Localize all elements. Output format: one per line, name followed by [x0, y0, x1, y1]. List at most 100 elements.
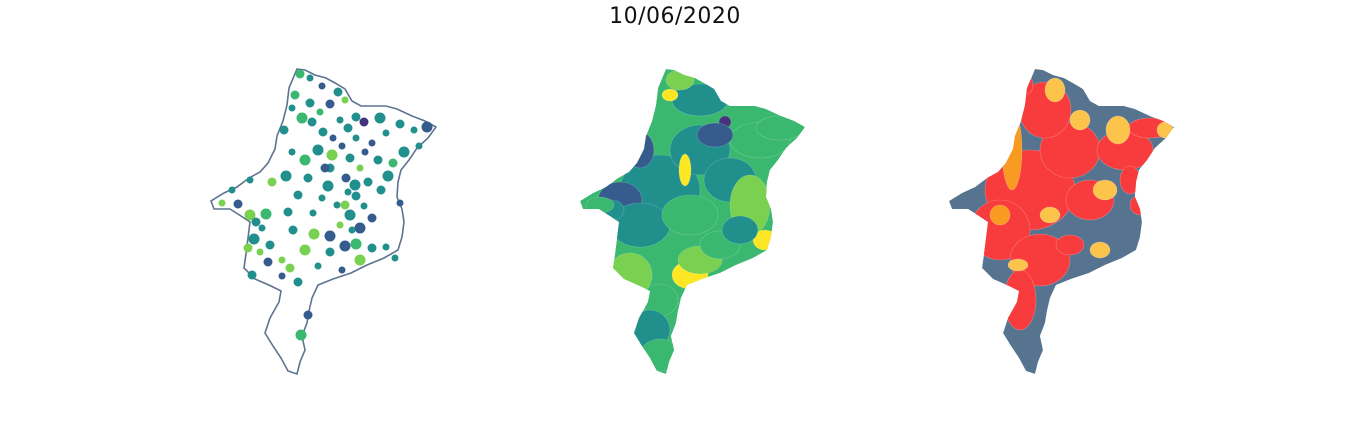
map-point — [344, 188, 352, 196]
map-point — [410, 126, 418, 134]
choropleth-region — [678, 153, 692, 187]
map-point — [293, 277, 303, 287]
map-point — [299, 244, 311, 256]
map-point — [283, 207, 293, 217]
map-point — [376, 185, 386, 195]
risk-region — [1039, 206, 1061, 224]
map-point — [248, 233, 260, 245]
map-point — [348, 226, 356, 234]
map-point — [251, 217, 261, 227]
map-point — [326, 149, 338, 161]
map-point — [340, 200, 350, 210]
choropleth-region — [721, 215, 759, 245]
choropleth-region — [625, 131, 655, 169]
map-point — [320, 163, 330, 173]
points-layer — [218, 69, 433, 341]
risk-region — [1129, 194, 1151, 216]
map-point — [324, 230, 336, 242]
choropleth-regions — [585, 69, 805, 372]
map-point — [316, 108, 324, 116]
map-point — [344, 209, 356, 221]
map-point — [288, 148, 296, 156]
figure-title: 10/06/2020 — [609, 4, 741, 29]
map-point — [247, 270, 257, 280]
map-point — [265, 240, 275, 250]
map-point — [325, 99, 335, 109]
map-point — [256, 248, 264, 256]
map-point — [333, 201, 341, 209]
map-point — [318, 82, 326, 90]
map-point — [246, 176, 254, 184]
choropleth-region — [639, 338, 681, 372]
map-point — [367, 243, 377, 253]
risk-region — [1044, 77, 1066, 103]
map-point — [341, 96, 349, 104]
map-point — [345, 153, 355, 163]
map-point — [299, 154, 311, 166]
choropleth-region — [607, 252, 653, 298]
map-point — [233, 199, 243, 209]
map-point — [396, 199, 404, 207]
map-point — [307, 117, 317, 127]
map-point — [373, 155, 383, 165]
map-point — [350, 238, 362, 250]
map-point — [290, 90, 300, 100]
map-point — [303, 310, 313, 320]
risk-region — [1089, 241, 1111, 259]
map-point — [278, 272, 286, 280]
map-point — [382, 129, 390, 137]
choropleth-region — [696, 122, 734, 148]
map-point — [333, 87, 343, 97]
choropleth-region — [661, 194, 719, 236]
map-point — [318, 127, 328, 137]
map-point — [363, 177, 373, 187]
map-point — [388, 158, 398, 168]
map-point — [343, 123, 353, 133]
map-point — [293, 190, 303, 200]
risk-region — [1001, 109, 1023, 191]
map-point — [218, 199, 226, 207]
map-point — [243, 243, 253, 253]
risk-region — [994, 100, 1012, 130]
map-point — [314, 262, 322, 270]
choropleth-region — [755, 115, 805, 141]
map-point — [351, 191, 361, 201]
map-point — [329, 134, 337, 142]
risk-region — [989, 204, 1011, 226]
risk-region — [1105, 115, 1131, 145]
map-point — [336, 221, 344, 229]
map-point — [339, 240, 351, 252]
map-point — [338, 142, 346, 150]
map-point — [312, 144, 324, 156]
map-point — [305, 98, 315, 108]
map-point — [267, 177, 277, 187]
risk-region — [1069, 109, 1091, 131]
map-point — [349, 179, 361, 191]
map-point — [398, 146, 410, 158]
map-point — [395, 119, 405, 129]
map-point — [244, 209, 256, 221]
choropleth-region — [585, 196, 615, 214]
map-point — [258, 224, 266, 232]
state-outline — [210, 68, 437, 375]
map-point — [295, 329, 307, 341]
map-point — [421, 121, 433, 133]
risk-region — [1092, 179, 1118, 201]
map-point — [374, 112, 386, 124]
map-point — [309, 209, 317, 217]
map-point — [359, 117, 369, 127]
map-point — [263, 257, 273, 267]
choropleth-map-panel — [580, 69, 805, 374]
map-point — [325, 247, 335, 257]
map-point — [306, 74, 314, 82]
choropleth-region — [665, 69, 695, 91]
risk-region — [1055, 234, 1085, 256]
map-point — [415, 142, 423, 150]
map-point — [361, 148, 369, 156]
map-point — [368, 139, 376, 147]
map-point — [278, 256, 286, 264]
map-point — [354, 222, 366, 234]
map-point — [303, 173, 313, 183]
map-point — [351, 112, 361, 122]
